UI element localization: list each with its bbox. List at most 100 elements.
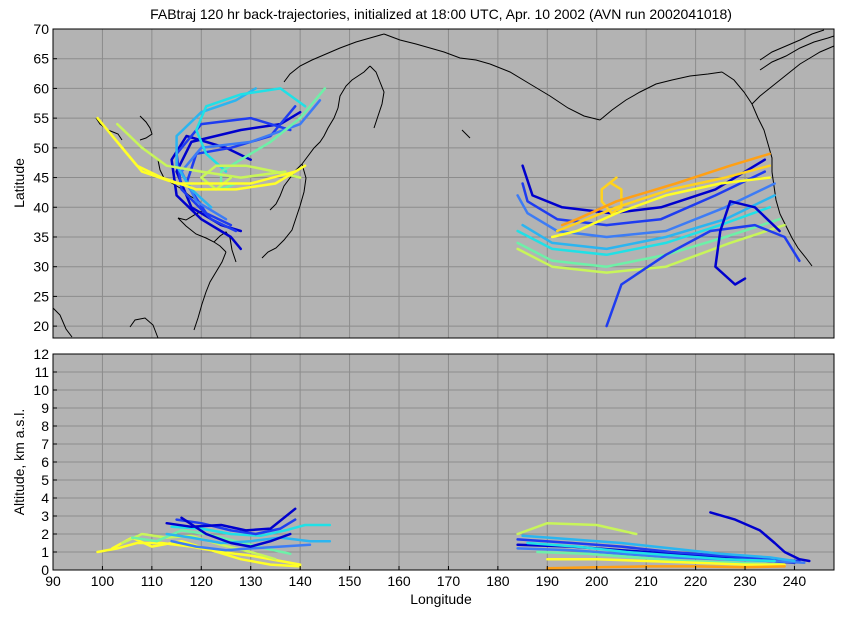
coastline-segment — [771, 171, 813, 267]
coastline-segment — [759, 35, 835, 71]
y-tick-label: 70 — [33, 21, 49, 37]
trajectory-line — [116, 122, 287, 179]
map-trajectories — [96, 87, 801, 328]
x-tick-label: 190 — [536, 573, 560, 589]
y-tick-label: 25 — [33, 288, 49, 304]
y-tick-label: 30 — [33, 259, 49, 275]
y-tick-label: 45 — [33, 170, 49, 186]
coastline-segment — [283, 33, 385, 83]
y-tick-label: 50 — [33, 140, 49, 156]
trajectory-line — [555, 164, 771, 233]
y-tick-label: 7 — [41, 436, 49, 452]
coastline-segment — [461, 129, 471, 139]
x-tick-label: 200 — [585, 573, 609, 589]
trajectory-line — [175, 87, 257, 209]
trajectory-line — [516, 182, 776, 239]
y-tick-label: 60 — [33, 80, 49, 96]
trajectory-line — [516, 538, 801, 563]
x-tick-label: 90 — [45, 573, 61, 589]
altitude-y-axis-label: Altitude, km a.s.l. — [11, 409, 27, 516]
coastline-segment — [261, 163, 307, 259]
trajectory-line — [516, 206, 771, 257]
trajectory-line — [550, 176, 771, 239]
trajectory-line — [521, 534, 796, 563]
x-tick-label: 220 — [684, 573, 708, 589]
trajectory-line — [709, 511, 811, 563]
coastline-segment — [52, 307, 73, 338]
map-panel: 20 25 30 35 40 45 50 55 60 65 70 Latitude — [11, 21, 835, 339]
y-tick-label: 0 — [41, 562, 49, 578]
coastline-segment — [599, 71, 723, 121]
x-tick-label: 230 — [733, 573, 757, 589]
y-tick-label: 6 — [41, 454, 49, 470]
altitude-gridlines — [53, 354, 834, 570]
y-tick-label: 35 — [33, 229, 49, 245]
trajectory-line — [521, 170, 767, 227]
coastline-segment — [193, 251, 227, 331]
y-tick-label: 1 — [41, 544, 49, 560]
y-tick-label: 12 — [33, 346, 49, 362]
trajectory-line — [120, 532, 277, 561]
y-tick-label: 4 — [41, 490, 49, 506]
x-tick-label: 210 — [634, 573, 658, 589]
x-tick-label: 110 — [141, 573, 164, 589]
y-tick-label: 20 — [33, 318, 49, 334]
coastline-segment — [759, 29, 825, 61]
trajectory-line — [516, 223, 786, 274]
coastline-segment — [301, 107, 339, 165]
coastline-segment — [129, 317, 159, 339]
map-y-axis-label: Latitude — [11, 158, 27, 208]
x-tick-label: 240 — [783, 573, 807, 589]
x-tick-label: 150 — [338, 573, 362, 589]
coastline-segment — [751, 45, 835, 105]
y-tick-label: 3 — [41, 508, 49, 524]
trajectory-line — [170, 539, 312, 552]
coastline-segment — [369, 65, 385, 129]
trajectory-line — [605, 223, 801, 328]
trajectory-line — [165, 507, 297, 532]
trajectory-line — [195, 87, 307, 173]
map-gridlines — [53, 29, 834, 338]
trajectory-line — [516, 521, 638, 536]
y-tick-label: 9 — [41, 400, 49, 416]
trajectory-line — [165, 532, 332, 545]
altitude-x-axis-label: Longitude — [410, 591, 472, 607]
trajectory-line — [600, 176, 623, 215]
x-tick-label: 120 — [190, 573, 214, 589]
y-tick-label: 10 — [33, 382, 49, 398]
x-tick-label: 100 — [91, 573, 115, 589]
trajectory-line — [175, 518, 297, 536]
coastline-segment — [337, 65, 371, 109]
trajectory-line — [526, 541, 776, 563]
trajectory-line — [560, 152, 771, 227]
trajectory-line — [180, 99, 322, 221]
coastline-segment — [489, 63, 601, 121]
x-tick-label: 140 — [288, 573, 312, 589]
y-tick-label: 55 — [33, 110, 49, 126]
trajectory-line — [546, 565, 786, 570]
coastline-segment — [383, 33, 491, 65]
figure-title: FABtraj 120 hr back-trajectories, initia… — [150, 6, 732, 22]
map-frame — [52, 28, 835, 339]
x-tick-label: 170 — [437, 573, 461, 589]
x-tick-label: 160 — [387, 573, 411, 589]
trajectory-line — [111, 134, 307, 191]
trajectory-line — [170, 523, 332, 538]
y-tick-label: 40 — [33, 199, 49, 215]
y-tick-label: 65 — [33, 51, 49, 67]
trajectory-line — [536, 550, 786, 566]
x-tick-label: 130 — [239, 573, 263, 589]
coastline-segment — [177, 217, 227, 253]
trajectory-line — [714, 200, 781, 286]
y-tick-label: 11 — [34, 364, 49, 380]
trajectory-line — [546, 557, 786, 566]
trajectory-line — [516, 217, 781, 268]
y-tick-label: 5 — [41, 472, 49, 488]
altitude-x-ticks: 90 100 110 120 130 140 150 160 170 180 190 200 210 22… — [45, 566, 806, 589]
y-tick-label: 8 — [41, 418, 49, 434]
altitude-trajectories — [96, 507, 811, 570]
coastline-segment — [139, 115, 153, 141]
